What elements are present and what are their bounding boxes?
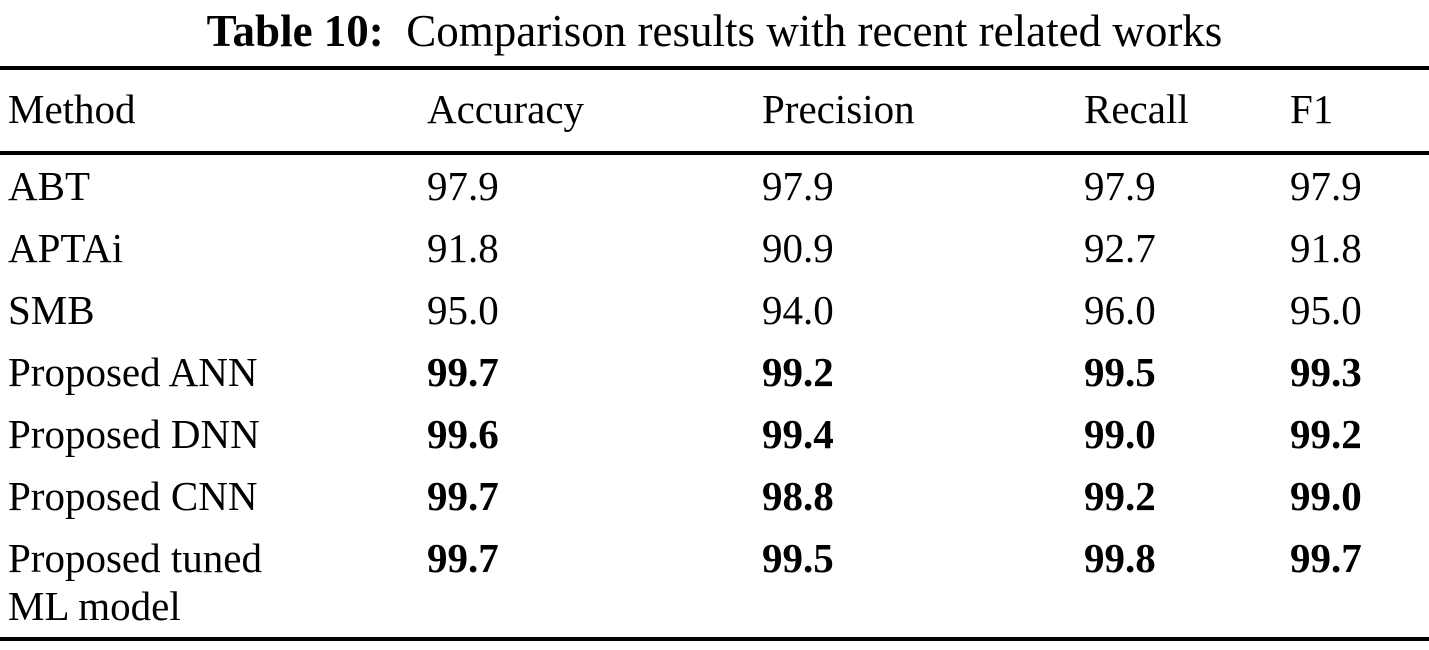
- value-cell: 99.0: [1084, 411, 1156, 457]
- value-cell: 99.5: [762, 535, 834, 581]
- value-cell: 99.7: [427, 349, 499, 395]
- value-cell: 97.9: [1290, 163, 1362, 209]
- value-cell: 99.3: [1290, 349, 1362, 395]
- caption-label: Table 10:: [206, 6, 384, 56]
- table-row: APTAi 91.8 90.9 92.7 91.8: [0, 217, 1429, 279]
- method-cell: ABT: [8, 163, 90, 209]
- value-cell: 99.2: [1290, 411, 1362, 457]
- value-cell: 99.7: [1290, 535, 1362, 581]
- value-cell: 99.4: [762, 411, 834, 457]
- method-cell: Proposed DNN: [8, 411, 260, 457]
- value-cell: 99.5: [1084, 349, 1156, 395]
- value-cell: 92.7: [1084, 225, 1156, 271]
- table-header: Method Accuracy Precision Recall F1: [0, 68, 1429, 155]
- column-header-recall: Recall: [1084, 68, 1290, 155]
- column-header-precision: Precision: [762, 68, 1084, 155]
- value-cell: 91.8: [1290, 225, 1362, 271]
- table-body: ABT 97.9 97.9 97.9 97.9 APTAi 91.8 90.9 …: [0, 153, 1429, 639]
- header-row: Method Accuracy Precision Recall F1: [0, 68, 1429, 155]
- column-header-method: Method: [0, 68, 427, 155]
- value-cell: 99.2: [1084, 473, 1156, 519]
- table-caption: Table 10: Comparison results with recent…: [0, 0, 1429, 58]
- value-cell: 95.0: [1290, 287, 1362, 333]
- value-cell: 95.0: [427, 287, 499, 333]
- comparison-table: Method Accuracy Precision Recall F1 ABT …: [0, 66, 1429, 641]
- value-cell: 94.0: [762, 287, 834, 333]
- value-cell: 91.8: [427, 225, 499, 271]
- value-cell: 97.9: [1084, 163, 1156, 209]
- value-cell: 99.6: [427, 411, 499, 457]
- table-row: Proposed tuned ML model 99.7 99.5 99.8 9…: [0, 527, 1429, 639]
- value-cell: 97.9: [762, 163, 834, 209]
- method-cell: Proposed CNN: [8, 473, 258, 519]
- table-row: SMB 95.0 94.0 96.0 95.0: [0, 279, 1429, 341]
- method-cell: APTAi: [8, 225, 124, 271]
- table-row: ABT 97.9 97.9 97.9 97.9: [0, 153, 1429, 217]
- table-row: Proposed CNN 99.7 98.8 99.2 99.0: [0, 465, 1429, 527]
- value-cell: 96.0: [1084, 287, 1156, 333]
- value-cell: 99.7: [427, 473, 499, 519]
- value-cell: 99.2: [762, 349, 834, 395]
- value-cell: 99.7: [427, 535, 499, 581]
- value-cell: 90.9: [762, 225, 834, 271]
- value-cell: 99.8: [1084, 535, 1156, 581]
- method-cell: Proposed ANN: [8, 349, 258, 395]
- column-header-f1: F1: [1290, 68, 1429, 155]
- value-cell: 99.0: [1290, 473, 1362, 519]
- table-row: Proposed ANN 99.7 99.2 99.5 99.3: [0, 341, 1429, 403]
- table-row: Proposed DNN 99.6 99.4 99.0 99.2: [0, 403, 1429, 465]
- value-cell: 97.9: [427, 163, 499, 209]
- method-cell: SMB: [8, 287, 95, 333]
- column-header-accuracy: Accuracy: [427, 68, 762, 155]
- value-cell: 98.8: [762, 473, 834, 519]
- caption-text: Comparison results with recent related w…: [406, 6, 1223, 56]
- method-cell: Proposed tuned ML model: [8, 535, 262, 629]
